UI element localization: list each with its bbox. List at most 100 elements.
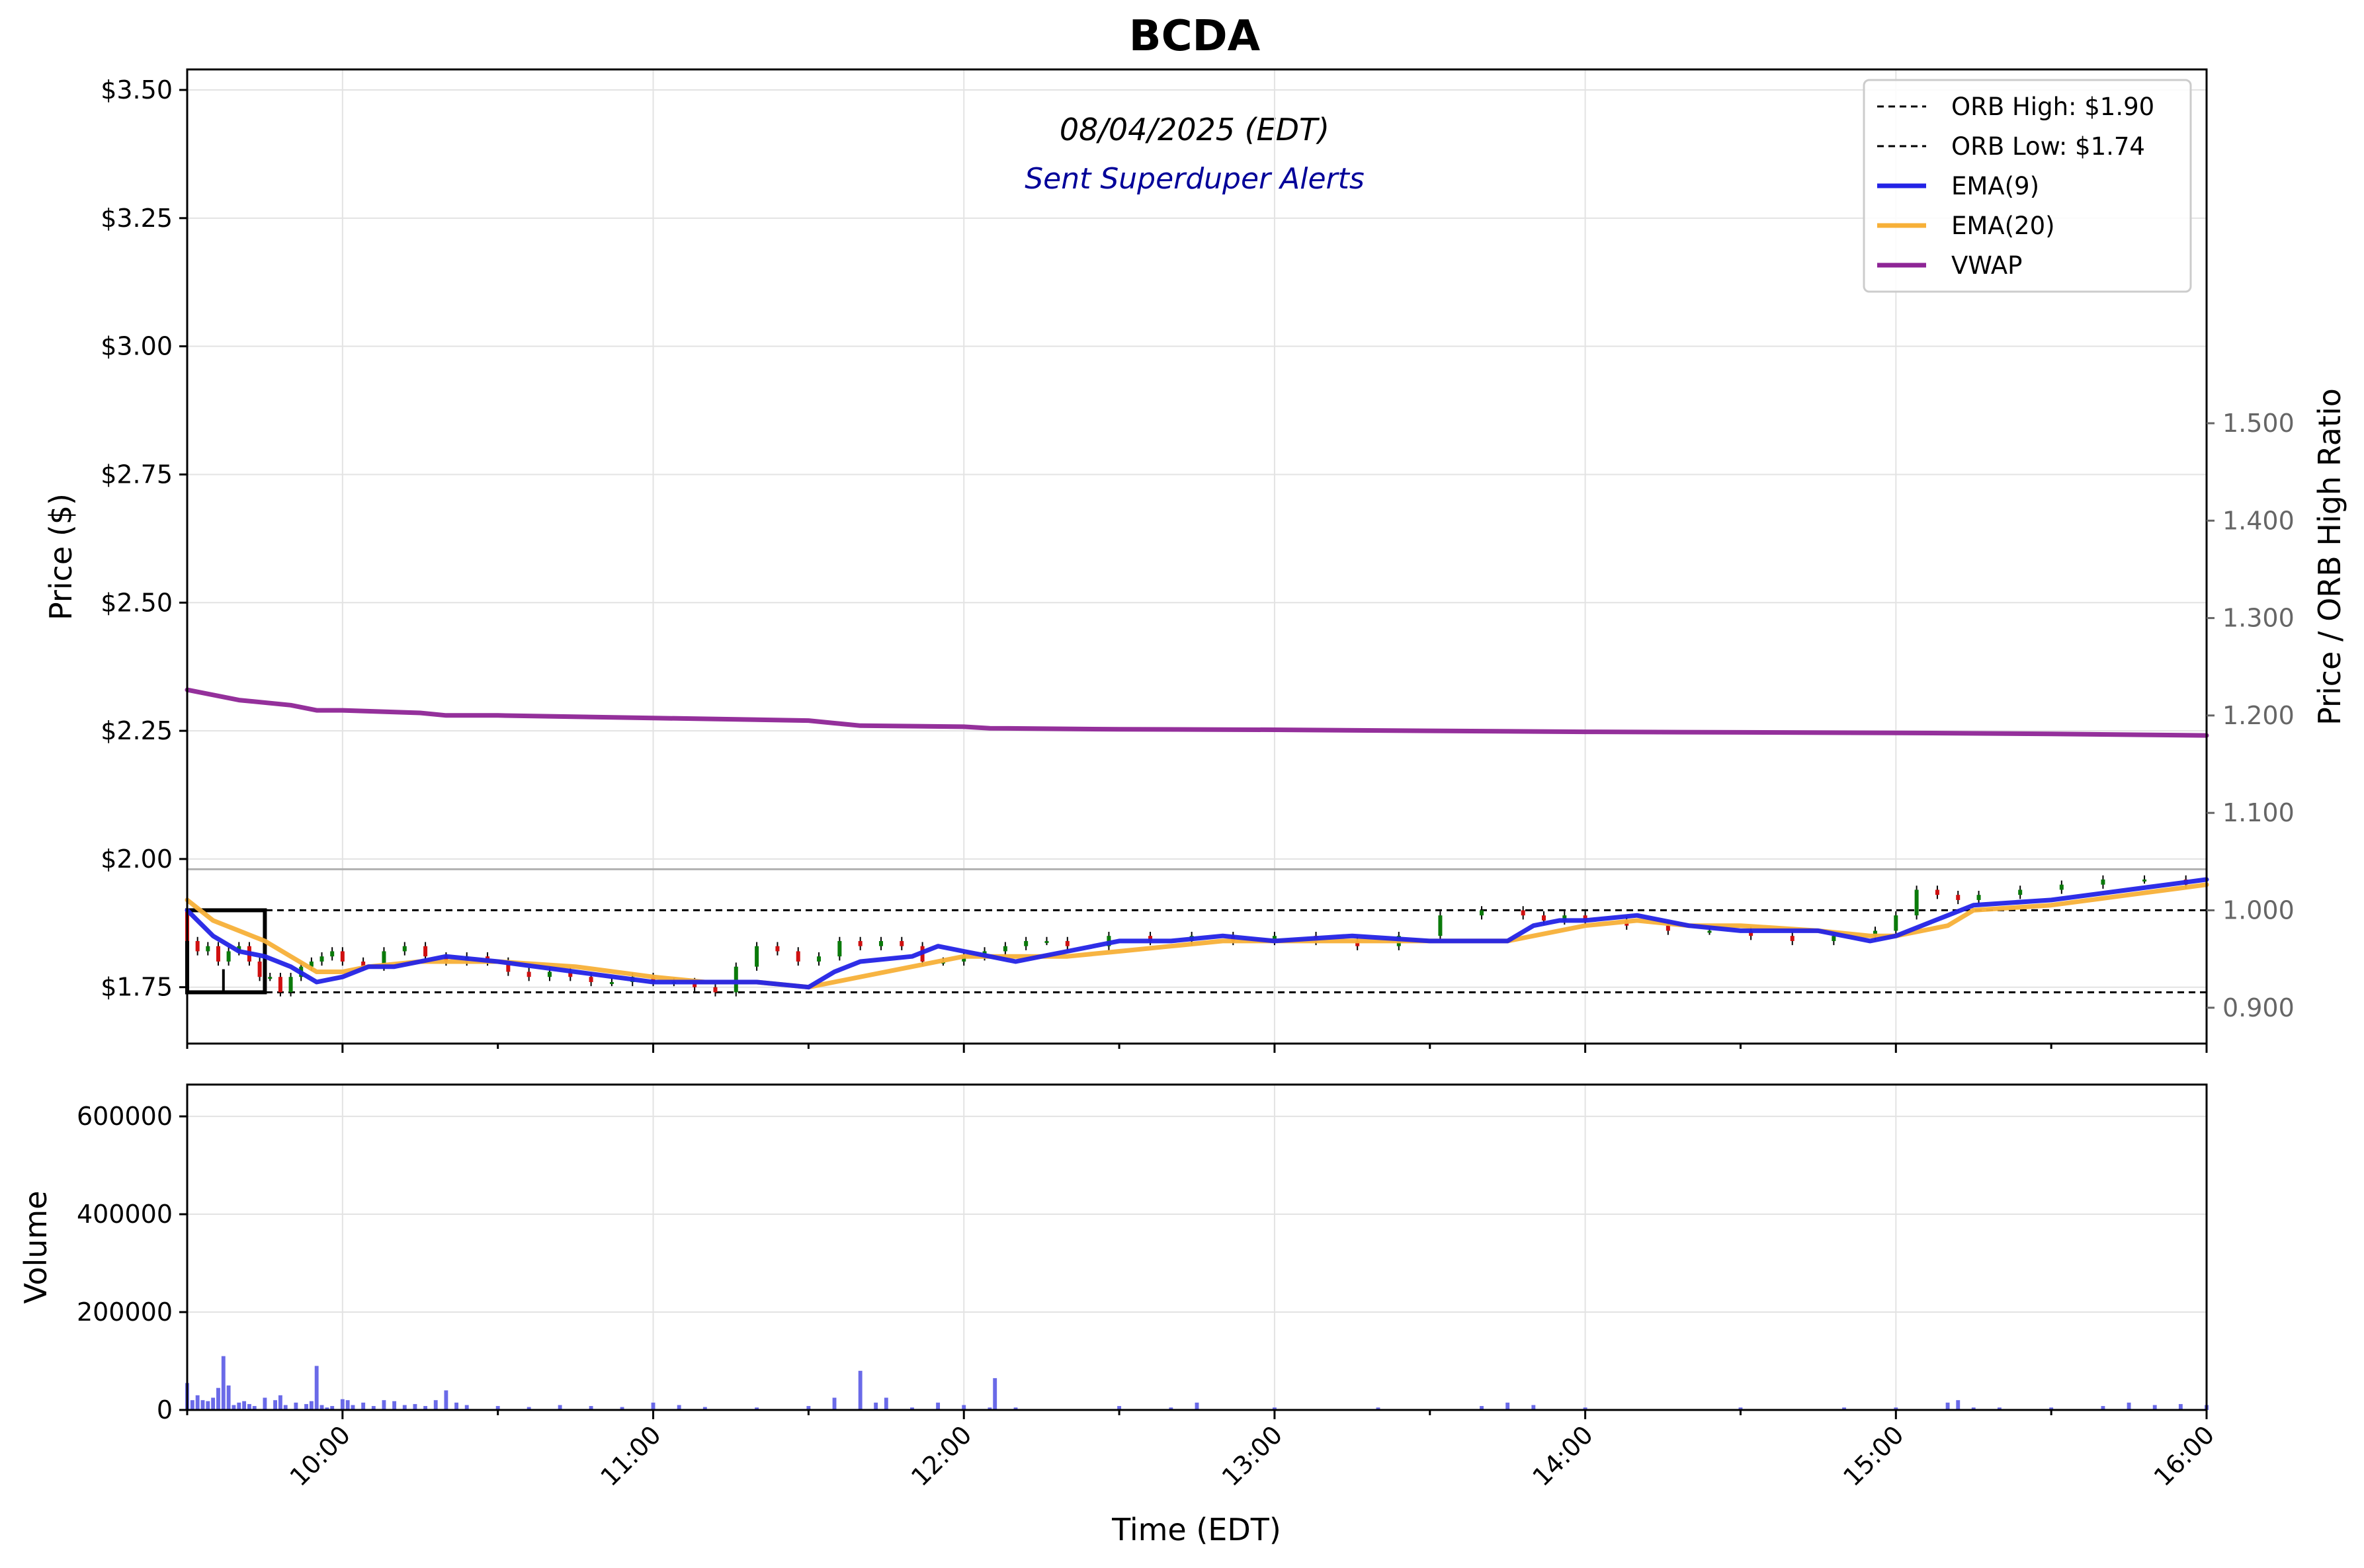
volume-y-axis-title: Volume — [18, 1190, 54, 1303]
candle-body — [288, 977, 293, 993]
volume-bar — [1376, 1407, 1380, 1410]
legend: ORB High: $1.90 ORB Low: $1.74 EMA(9) EM… — [1863, 79, 2192, 293]
ratio-y-tick-label: 1.300 — [2222, 604, 2295, 633]
volume-bar — [527, 1407, 531, 1410]
line-vwap — [185, 687, 2209, 738]
volume-bar — [558, 1405, 562, 1410]
price-y-tick-label: $3.00 — [101, 332, 173, 361]
candle-body — [1666, 925, 1670, 931]
candle-body — [1914, 889, 1919, 916]
ratio-y-axis-title: Price / ORB High Ratio — [2312, 388, 2347, 725]
volume-bar — [221, 1356, 226, 1410]
candle-body — [402, 946, 407, 952]
volume-bar — [242, 1401, 247, 1410]
volume-bar — [1956, 1400, 1961, 1410]
x-axis-title: Time (EDT) — [1111, 1512, 1281, 1547]
volume-y-tick-label: 0 — [157, 1395, 173, 1424]
volume-bar — [1272, 1407, 1277, 1410]
candle-body — [268, 977, 273, 979]
candle-body — [858, 940, 863, 946]
volume-bar — [1195, 1402, 1199, 1410]
candle-body — [1894, 915, 1898, 931]
candle-body — [382, 951, 386, 967]
price-y-tick-label: $2.00 — [101, 845, 173, 874]
volume-bar — [936, 1402, 941, 1410]
candle-body — [340, 951, 345, 962]
volume-bar — [2152, 1405, 2157, 1410]
candle-body — [547, 971, 552, 977]
volume-bar — [351, 1405, 355, 1410]
candle-body — [878, 940, 883, 946]
volume-bar — [2101, 1406, 2105, 1410]
candle-body — [195, 940, 200, 952]
price-panel: $1.75 $2.00 $2.25 $2.50 $2.75 $3.00 $3.25 $3.50… — [43, 68, 2347, 1053]
volume-bar — [263, 1397, 267, 1410]
volume-bar — [1117, 1406, 1122, 1410]
volume-bar — [1505, 1402, 1510, 1410]
volume-bar — [702, 1407, 707, 1410]
volume-bar — [294, 1402, 298, 1410]
volume-bar — [325, 1407, 329, 1410]
ratio-y-tick-label: 1.400 — [2222, 506, 2295, 535]
volume-bar — [2127, 1402, 2131, 1410]
legend-item-vwap: VWAP — [1877, 251, 2023, 280]
volume-bar — [454, 1402, 459, 1410]
volume-y-tick-label: 400000 — [77, 1200, 173, 1229]
candle-body — [506, 961, 511, 972]
chart-subtitle: 08/04/2025 (EDT) — [1060, 112, 1330, 147]
volume-bar — [413, 1404, 417, 1410]
legend-item-orb-high: ORB High: $1.90 — [1877, 93, 2154, 121]
volume-bar — [858, 1370, 863, 1410]
candle-body — [2101, 879, 2105, 885]
candle-body — [278, 977, 282, 993]
volume-bar — [620, 1407, 624, 1410]
volume-bar — [340, 1399, 345, 1410]
volume-bar — [874, 1402, 878, 1410]
candle-body — [1562, 915, 1567, 921]
volume-bar — [1738, 1407, 1743, 1410]
legend-label-ema9: EMA(9) — [1951, 172, 2039, 200]
candle-body — [1148, 936, 1153, 941]
volume-bar — [495, 1406, 500, 1410]
indicator-lines — [185, 687, 2209, 990]
candle-body — [1355, 940, 1360, 946]
candle-body — [2142, 879, 2147, 882]
volume-bar — [806, 1406, 811, 1410]
volume-bar — [206, 1401, 210, 1410]
volume-y-ticks: 0 200000 400000 600000 — [77, 1102, 187, 1424]
volume-bar — [444, 1390, 448, 1410]
volume-bar — [273, 1400, 278, 1410]
volume-bar — [433, 1400, 438, 1410]
candle-body — [226, 951, 231, 962]
volume-bar — [1531, 1405, 1536, 1410]
price-y-tick-label: $3.25 — [101, 204, 173, 233]
volume-bar — [677, 1405, 681, 1410]
volume-bar — [589, 1406, 593, 1410]
candle-body — [1044, 940, 1049, 943]
candle-body — [206, 946, 210, 952]
volume-bar — [278, 1395, 282, 1410]
volume-bar — [195, 1395, 200, 1410]
volume-bar — [2178, 1404, 2183, 1410]
candle-body — [2059, 884, 2064, 890]
candle-body — [900, 940, 904, 946]
candle-body — [1707, 930, 1712, 933]
candle-body — [361, 961, 366, 967]
price-y-tick-label: $2.25 — [101, 716, 173, 745]
alert-text: Sent Superduper Alerts — [1025, 162, 1365, 196]
candle-body — [1480, 910, 1484, 916]
candle-body — [1521, 910, 1525, 916]
legend-label-ema20: EMA(20) — [1951, 212, 2055, 240]
candle-body — [527, 971, 531, 977]
candle-body — [796, 951, 800, 962]
legend-item-ema20: EMA(20) — [1877, 212, 2055, 240]
candle-body — [319, 956, 324, 962]
candle-body — [837, 940, 842, 957]
candle-body — [755, 946, 759, 967]
ratio-y-tick-label: 1.100 — [2222, 798, 2295, 827]
candle-body — [1024, 940, 1029, 946]
candle-body — [1272, 936, 1277, 941]
volume-bar — [232, 1405, 236, 1410]
candle-body — [1541, 915, 1546, 921]
